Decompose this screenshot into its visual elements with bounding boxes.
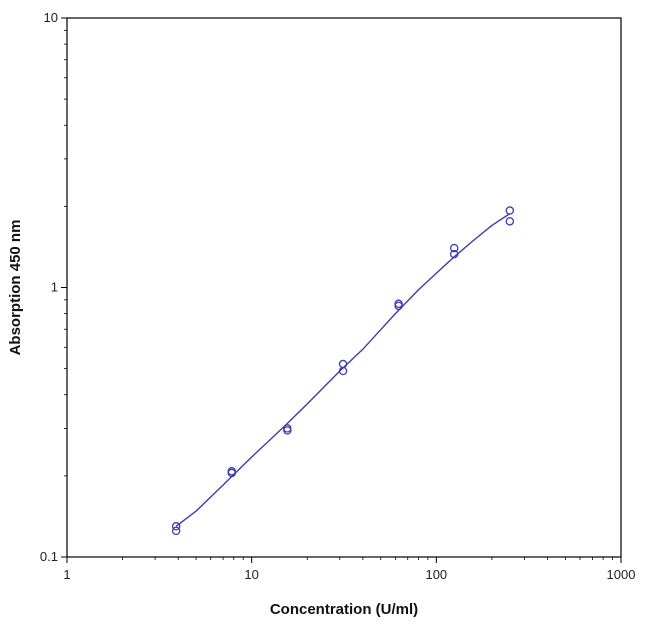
data-point [394,299,403,309]
data-point [283,424,292,433]
y-tick-label: 10 [44,10,58,25]
x-tick-label: 1 [63,567,70,582]
data-point [505,217,515,226]
data-point [171,522,181,531]
y-tick-label: 1 [51,280,58,295]
y-axis: 0.1 1 10 [40,10,67,564]
data-point [227,467,236,476]
plot-area [66,17,622,558]
y-tick-label: 0.1 [40,549,58,564]
x-axis-title: Concentration (U/ml) [270,601,418,618]
data-point [449,243,459,253]
fit-curve-line [175,213,511,527]
data-point [338,359,348,369]
x-axis: 1 10 100 1000 [63,557,635,582]
data-points-layer [171,206,515,536]
data-point [171,526,181,536]
data-point [449,249,459,259]
data-point [505,206,515,215]
x-tick-label: 100 [425,567,447,582]
fit-curve-layer [175,213,511,527]
x-tick-label: 1000 [607,567,636,582]
x-tick-label: 10 [244,567,258,582]
y-axis-title: Absorption 450 nm [7,220,24,356]
